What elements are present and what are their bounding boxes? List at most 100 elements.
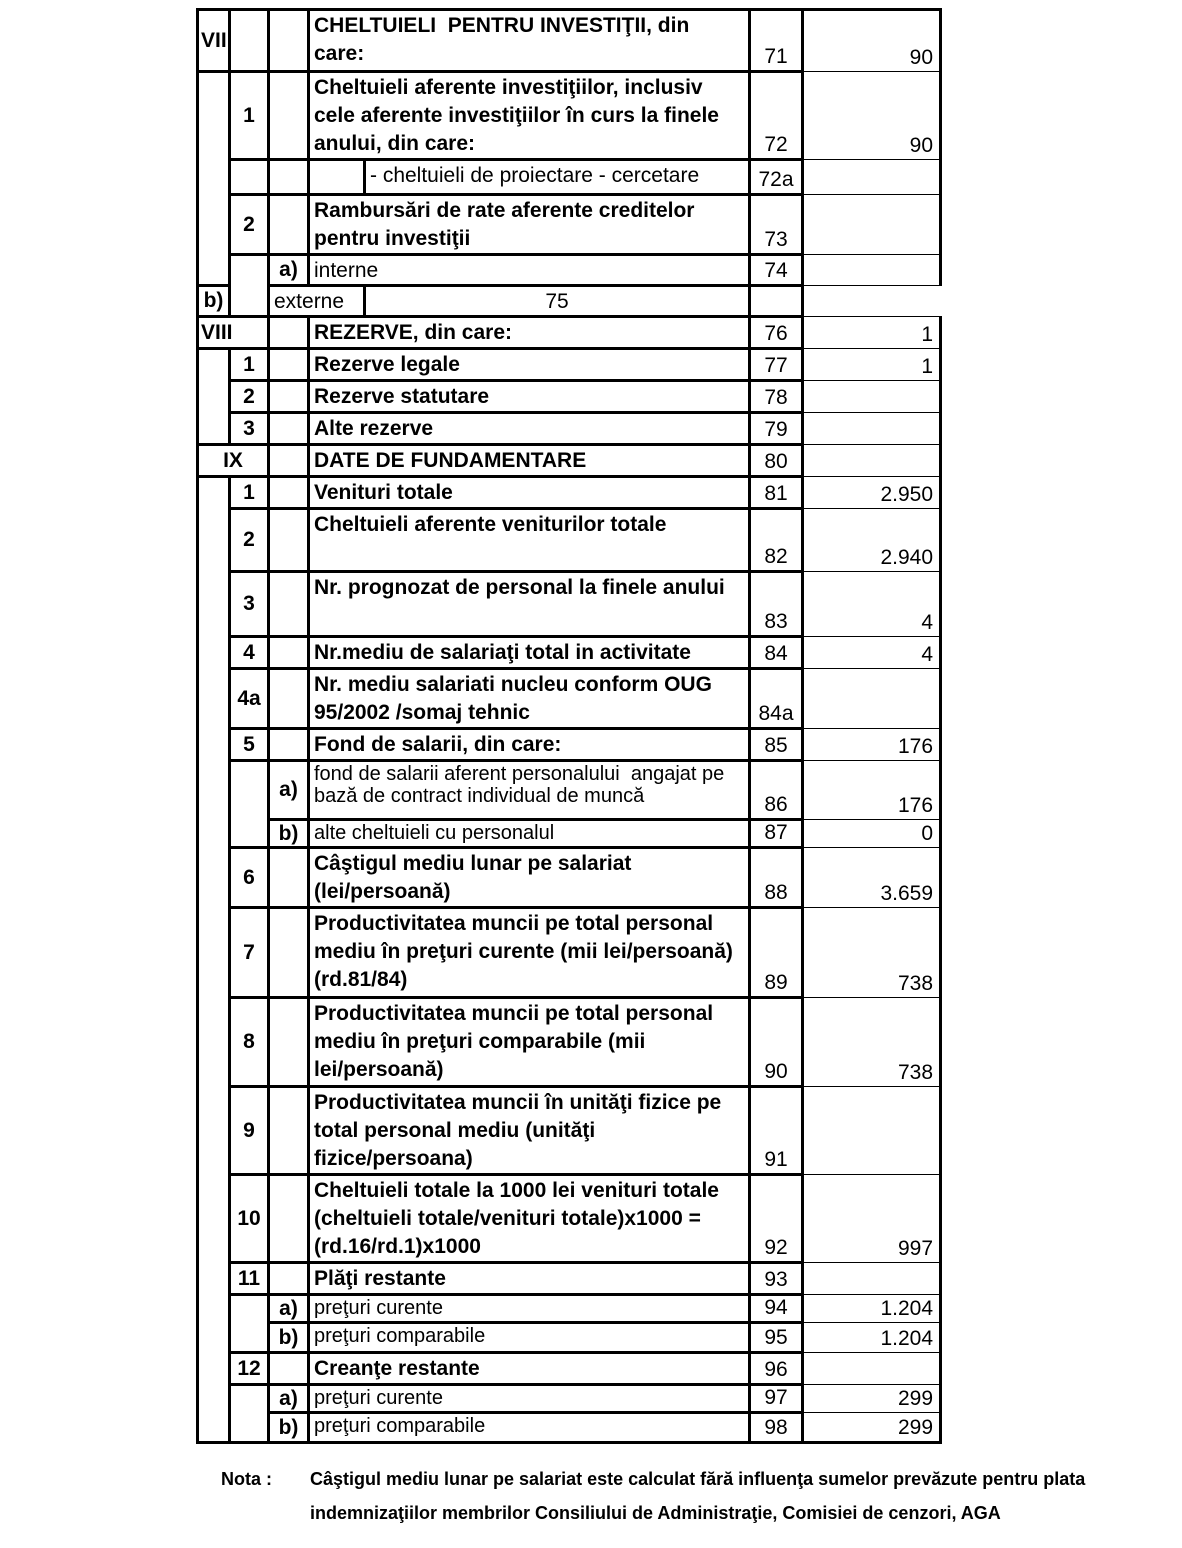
footnote-text: Câştigul mediu lunar pe salariat este ca… xyxy=(310,1469,1086,1523)
row-98-letter: b) xyxy=(267,1411,310,1444)
row-91-value xyxy=(801,1086,943,1175)
row-88-rowno: 88 xyxy=(748,846,805,909)
row-83-rowno: 83 xyxy=(748,570,805,638)
row-96-desc: Creanţe restante xyxy=(306,1351,752,1386)
empty-cell xyxy=(196,347,231,446)
table-row-88: 6 Câştigul mediu lunar pe salariat (lei/… xyxy=(198,846,943,909)
empty-cell xyxy=(267,1351,310,1386)
row-90-value: 738 xyxy=(801,997,943,1087)
empty-cell xyxy=(267,1173,310,1264)
row-71-roman: VII xyxy=(196,8,231,73)
table-row-78: 2 Rezerve statutare 78 xyxy=(198,379,943,414)
table-row-98: b) preţuri comparabile 98 299 xyxy=(198,1411,943,1444)
row-92-num: 10 xyxy=(228,1173,270,1264)
row-92-value: 997 xyxy=(801,1174,943,1263)
row-75-rowno: 75 xyxy=(362,284,752,318)
row-84-value: 4 xyxy=(801,636,943,669)
row-78-value xyxy=(801,380,943,413)
row-75-value xyxy=(748,285,805,317)
row-95-desc: preţuri comparabile xyxy=(306,1321,752,1354)
row-76-rowno: 76 xyxy=(748,315,805,350)
row-95-rowno: 95 xyxy=(748,1321,805,1354)
row-96-num: 12 xyxy=(228,1351,270,1386)
row-89-rowno: 89 xyxy=(748,906,805,999)
empty-cell xyxy=(267,315,310,350)
row-86-letter: a) xyxy=(267,759,310,821)
row-80-rowno: 80 xyxy=(748,443,805,478)
row-77-value: 1 xyxy=(801,348,943,381)
empty-cell xyxy=(267,667,310,730)
row-74-rowno: 74 xyxy=(748,253,805,287)
row-82-num: 2 xyxy=(228,507,270,573)
row-82-value: 2.940 xyxy=(801,508,943,572)
row-77-num: 1 xyxy=(228,347,270,382)
row-76-value: 1 xyxy=(801,316,943,349)
row-91-desc: Productivitatea muncii în unităţi fizice… xyxy=(306,1085,752,1176)
row-98-value: 299 xyxy=(801,1412,943,1444)
table-row-89: 7 Productivitatea muncii pe total person… xyxy=(198,906,943,999)
row-98-desc: preţuri comparabile xyxy=(306,1411,752,1444)
row-91-rowno: 91 xyxy=(748,1085,805,1176)
empty-cell xyxy=(228,1293,270,1354)
row-95-value: 1.204 xyxy=(801,1322,943,1353)
row-78-rowno: 78 xyxy=(748,379,805,414)
row-84a-rowno: 84a xyxy=(748,667,805,730)
row-90-num: 8 xyxy=(228,996,270,1088)
table-row-93: 11 Plăţi restante 93 xyxy=(198,1261,943,1296)
table-row-81: 1 Venituri totale 81 2.950 xyxy=(196,475,943,1444)
row-86-desc: fond de salarii aferent personalului ang… xyxy=(306,759,752,821)
empty-cell xyxy=(267,475,310,510)
empty-cell xyxy=(267,906,310,999)
row-82-desc: Cheltuieli aferente veniturilor totale xyxy=(306,507,752,573)
empty-cell xyxy=(196,70,231,287)
row-90-desc: Productivitatea muncii pe total personal… xyxy=(306,996,752,1088)
row-93-desc: Plăţi restante xyxy=(306,1261,752,1296)
row-97-letter: a) xyxy=(267,1383,310,1414)
empty-cell xyxy=(267,727,310,762)
row-98-rowno: 98 xyxy=(748,1411,805,1444)
table-row-97: a) preţuri curente 97 299 xyxy=(198,1383,943,1444)
row-80-value xyxy=(801,444,943,477)
row-73-desc: Rambursări de rate aferente creditelor p… xyxy=(306,193,752,256)
row-72-desc: Cheltuieli aferente investiţiilor, inclu… xyxy=(306,70,752,161)
row-87-rowno: 87 xyxy=(748,818,805,849)
row-84-rowno: 84 xyxy=(748,635,805,670)
table-row-86: a) fond de salarii aferent personalului … xyxy=(198,759,943,849)
row-97-rowno: 97 xyxy=(748,1383,805,1414)
row-79-value xyxy=(801,412,943,445)
empty-cell xyxy=(267,1085,310,1176)
row-71-value: 90 xyxy=(801,8,943,72)
row-96-rowno: 96 xyxy=(748,1351,805,1386)
row-80-desc: DATE DE FUNDAMENTARE xyxy=(306,443,752,478)
table-row-90: 8 Productivitatea muncii pe total person… xyxy=(198,996,943,1088)
row-95-letter: b) xyxy=(267,1321,310,1354)
table-row-72: 1 Cheltuieli aferente investiţiilor, inc… xyxy=(196,70,943,287)
table-row-84: 4 Nr.mediu de salariaţi total in activit… xyxy=(198,635,943,670)
footnote: Nota : Câştigul mediu lunar pe salariat … xyxy=(221,1462,1172,1530)
table-row-72a: - cheltuieli de proiectare - cercetare 7… xyxy=(198,158,943,196)
row-85-value: 176 xyxy=(801,728,943,761)
row-96-value xyxy=(801,1352,943,1385)
row-74-letter: a) xyxy=(267,253,310,287)
empty-cell xyxy=(267,379,310,414)
table-row-95: b) preţuri comparabile 95 1.204 xyxy=(198,1321,943,1354)
table-row-71: VII CHELTUIELI PENTRU INVESTIŢII, din ca… xyxy=(196,8,943,73)
row-74-value xyxy=(801,254,943,286)
empty-cell xyxy=(267,347,310,382)
row-85-rowno: 85 xyxy=(748,727,805,762)
table-row-83: 3 Nr. prognozat de personal la finele an… xyxy=(198,570,943,638)
empty-cell xyxy=(267,158,310,196)
row-73-rowno: 73 xyxy=(748,193,805,256)
table-row-73: 2 Rambursări de rate aferente creditelor… xyxy=(198,193,943,256)
row-89-desc: Productivitatea muncii pe total personal… xyxy=(306,906,752,999)
empty-cell xyxy=(267,70,310,161)
row-94-rowno: 94 xyxy=(748,1293,805,1324)
row-89-value: 738 xyxy=(801,907,943,998)
row-85-desc: Fond de salarii, din care: xyxy=(306,727,752,762)
row-87-desc: alte cheltuieli cu personalul xyxy=(306,818,752,849)
row-83-value: 4 xyxy=(801,571,943,637)
row-94-letter: a) xyxy=(267,1293,310,1324)
row-97-desc: preţuri curente xyxy=(306,1383,752,1414)
table-row-80: IX DATE DE FUNDAMENTARE 80 xyxy=(196,443,943,478)
